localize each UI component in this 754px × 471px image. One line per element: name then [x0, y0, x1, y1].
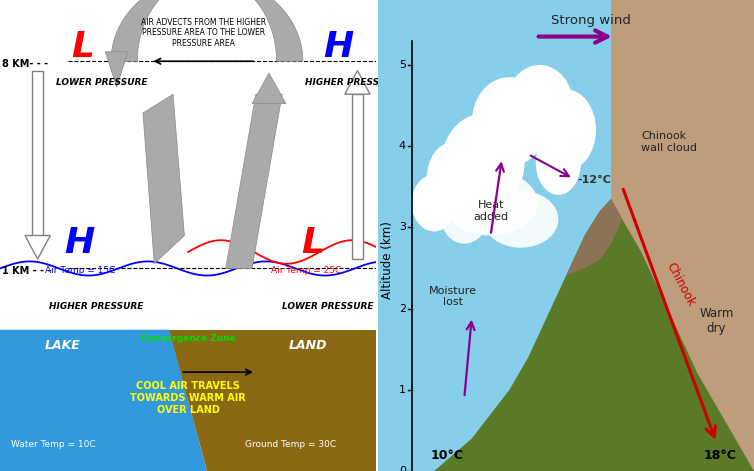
Text: HIGHER PRESSURE: HIGHER PRESSURE — [49, 301, 143, 310]
Text: 3: 3 — [399, 222, 406, 232]
Polygon shape — [378, 199, 754, 471]
Text: 5: 5 — [399, 60, 406, 70]
Text: Heat
added: Heat added — [473, 200, 508, 222]
Polygon shape — [345, 71, 370, 94]
Text: Convergence Zone: Convergence Zone — [141, 334, 235, 343]
Text: 1 KM - - -: 1 KM - - - — [2, 266, 51, 276]
Ellipse shape — [483, 191, 559, 248]
Text: Air Temp = 15C: Air Temp = 15C — [45, 266, 115, 275]
Polygon shape — [566, 199, 622, 276]
Text: 4: 4 — [399, 141, 406, 151]
Text: 1: 1 — [399, 385, 406, 395]
Text: 2: 2 — [399, 304, 406, 314]
Polygon shape — [611, 0, 754, 471]
Polygon shape — [0, 330, 207, 471]
Text: LAKE: LAKE — [45, 339, 81, 351]
Ellipse shape — [443, 171, 538, 236]
Text: 0: 0 — [399, 466, 406, 471]
Polygon shape — [225, 94, 282, 268]
Ellipse shape — [536, 89, 596, 171]
Text: Chinook
wall cloud: Chinook wall cloud — [641, 131, 697, 153]
Ellipse shape — [536, 130, 581, 195]
Polygon shape — [170, 330, 376, 471]
FancyBboxPatch shape — [32, 71, 43, 236]
Polygon shape — [25, 236, 51, 259]
FancyBboxPatch shape — [352, 94, 363, 259]
Text: AIR ADVECTS FROM THE HIGHER
PRESSURE AREA TO THE LOWER
PRESSURE AREA: AIR ADVECTS FROM THE HIGHER PRESSURE ARE… — [140, 18, 265, 48]
Polygon shape — [106, 52, 128, 87]
Text: -12°C: -12°C — [577, 175, 611, 185]
Text: 8 KM- - -: 8 KM- - - — [2, 58, 48, 69]
Ellipse shape — [506, 65, 573, 146]
Polygon shape — [143, 94, 185, 264]
Text: Moisture
lost: Moisture lost — [429, 285, 477, 307]
Text: Ground Temp = 30C: Ground Temp = 30C — [244, 440, 336, 449]
Polygon shape — [252, 73, 286, 104]
Text: L: L — [301, 226, 323, 260]
Ellipse shape — [442, 195, 487, 244]
Ellipse shape — [442, 114, 525, 211]
Text: H: H — [64, 226, 94, 260]
Text: HIGHER PRESSURE: HIGHER PRESSURE — [305, 78, 399, 87]
Text: 10°C: 10°C — [431, 449, 464, 462]
Text: LOWER PRESSURE: LOWER PRESSURE — [282, 301, 374, 310]
Text: Water Temp = 10C: Water Temp = 10C — [11, 440, 96, 449]
Text: Strong wind: Strong wind — [551, 14, 630, 27]
Text: Chinook: Chinook — [664, 260, 697, 309]
Text: 18°C: 18°C — [703, 449, 737, 462]
Text: COOL AIR TRAVELS
TOWARDS WARM AIR
OVER LAND: COOL AIR TRAVELS TOWARDS WARM AIR OVER L… — [130, 382, 246, 414]
Text: LOWER PRESSURE: LOWER PRESSURE — [57, 78, 148, 87]
Text: Air Temp = 25C: Air Temp = 25C — [271, 266, 341, 275]
Ellipse shape — [472, 77, 547, 166]
Text: H: H — [323, 30, 354, 64]
Text: Warm
dry: Warm dry — [699, 307, 734, 335]
Ellipse shape — [412, 175, 457, 231]
Text: Altitude (km): Altitude (km) — [381, 221, 394, 299]
Ellipse shape — [427, 142, 480, 215]
Text: L: L — [72, 30, 94, 64]
Polygon shape — [111, 0, 303, 61]
Text: LAND: LAND — [289, 339, 327, 351]
